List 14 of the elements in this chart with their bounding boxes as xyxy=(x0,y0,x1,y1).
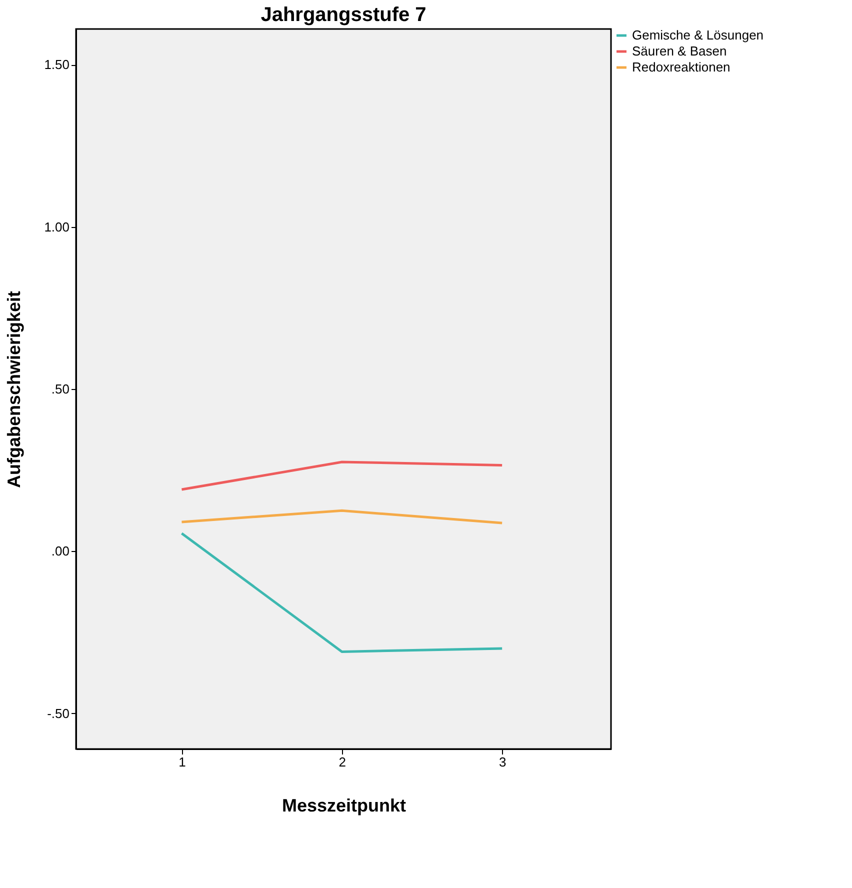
x-tick-label: 3 xyxy=(498,754,506,770)
x-tick-label: 1 xyxy=(178,754,186,770)
x-axis-title: Messzeitpunkt xyxy=(282,796,406,816)
y-tick-label: 1.00 xyxy=(44,219,70,234)
y-tick-label: .00 xyxy=(51,544,70,559)
y-tick-label: -.50 xyxy=(47,706,70,721)
y-tick-label: .50 xyxy=(51,382,70,396)
y-tick-label: 1.50 xyxy=(44,57,70,72)
legend-label: Gemische & Lösungen xyxy=(632,28,764,42)
y-axis-title: Aufgabenschwierigkeit xyxy=(4,290,24,488)
chart-title: Jahrgangsstufe 7 xyxy=(260,4,426,26)
legend-label: Redoxreaktionen xyxy=(632,60,730,74)
legend-label: Säuren & Basen xyxy=(632,44,727,58)
x-tick-label: 2 xyxy=(338,754,346,770)
